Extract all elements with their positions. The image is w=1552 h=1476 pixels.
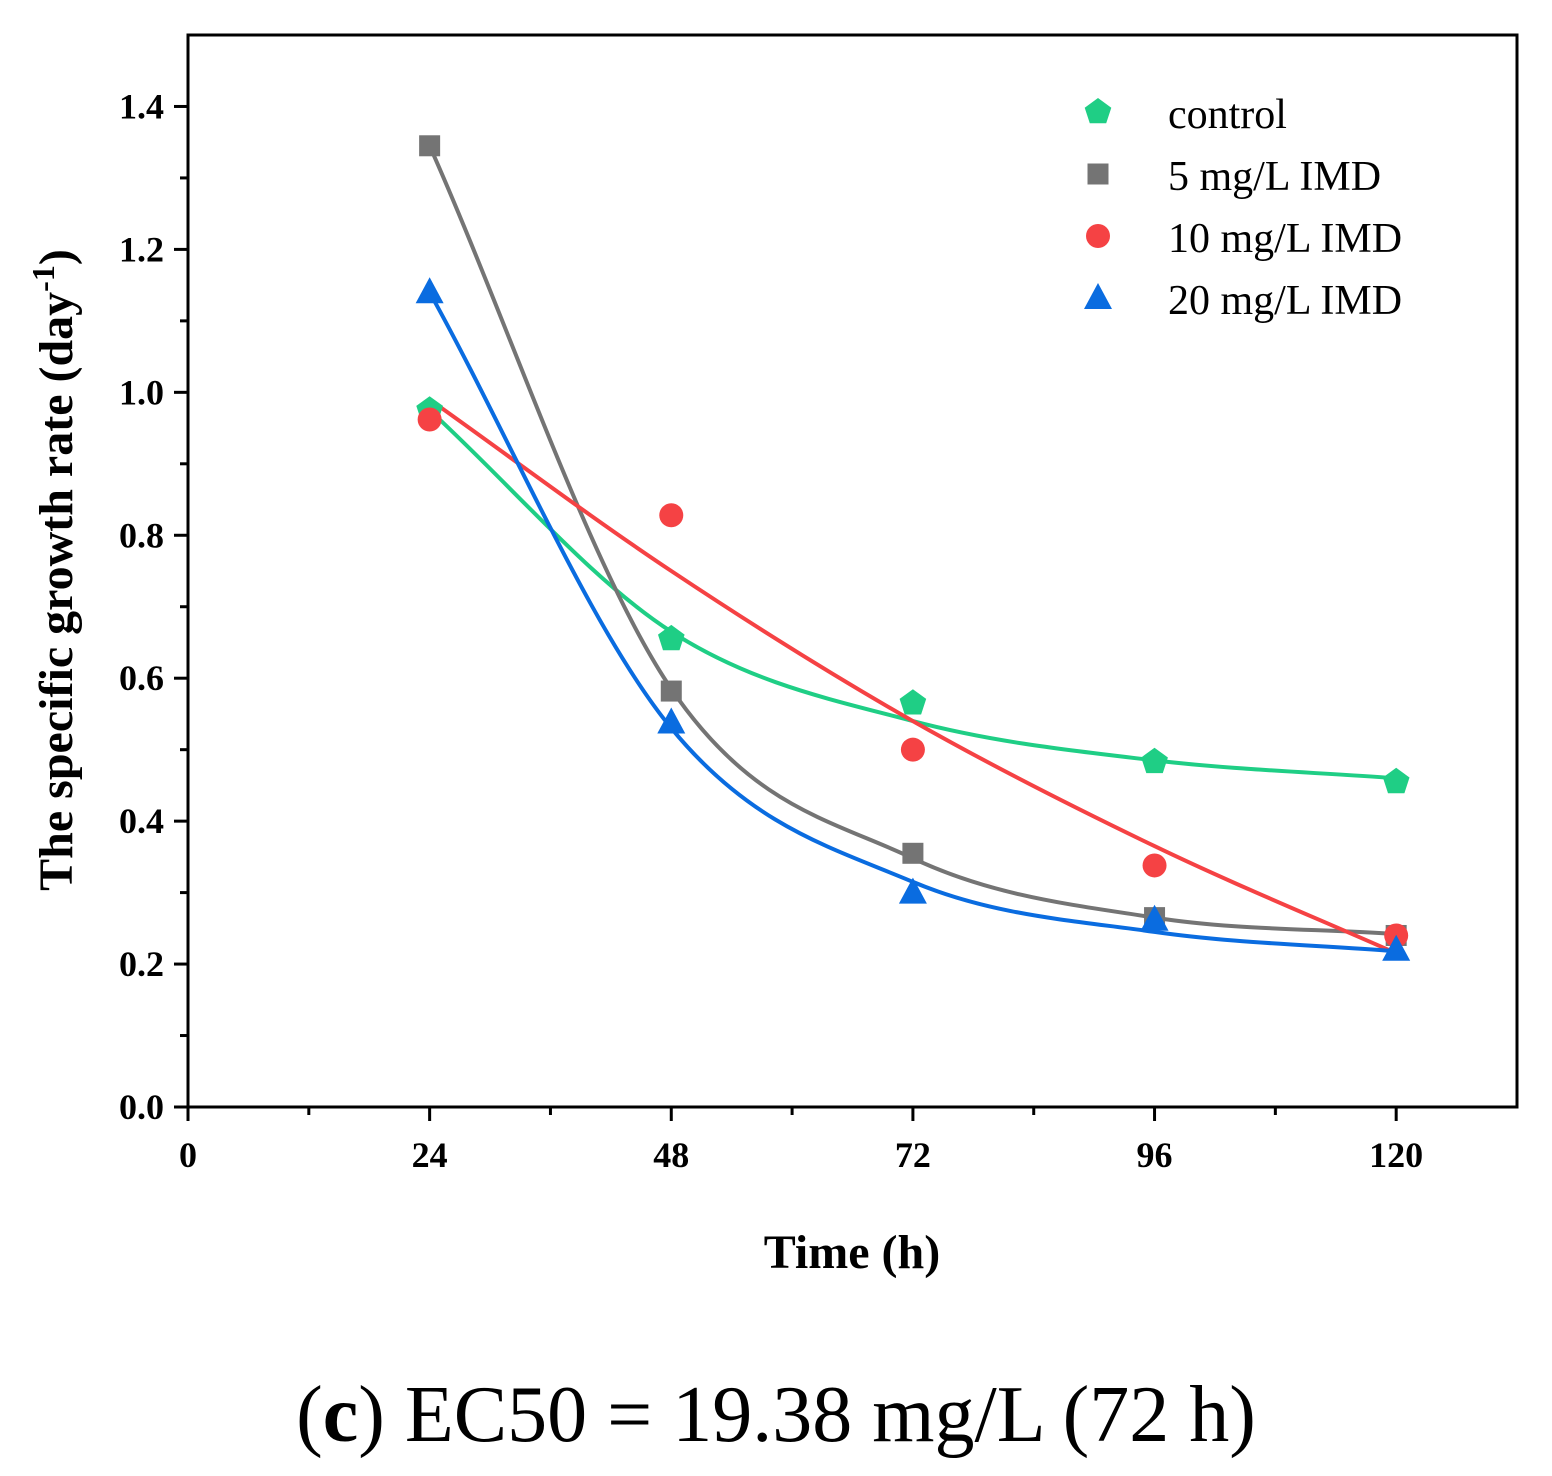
fit-curve-0 [428,408,1397,781]
x-axis-title: Time (h) [764,1226,940,1279]
plot-border [186,33,1519,1109]
caption-text: ) EC50 = 19.38 mg/L (72 h) [358,1371,1256,1459]
y-tick-label: 0.6 [119,658,164,698]
fit-curve-2 [428,397,1398,956]
y-tick-label: 0.0 [119,1087,164,1127]
data-point-series-0 [658,624,685,651]
y-tick-label: 1.0 [119,372,164,412]
x-tick-label: 72 [895,1135,931,1175]
x-tick-label: 120 [1369,1135,1423,1175]
data-point-series-1 [902,842,924,864]
x-tick-label: 24 [412,1135,448,1175]
x-tick-label: 0 [179,1135,197,1175]
data-points [415,135,1411,961]
legend-marker-2 [1086,224,1110,248]
data-point-series-3 [898,877,927,904]
data-point-series-3 [1382,934,1411,961]
data-point-series-0 [899,689,927,715]
y-axis-title-end: ) [30,249,83,265]
y-tick-label: 1.2 [119,229,164,269]
data-point-series-1 [660,680,682,702]
data-point-series-0 [1141,747,1168,774]
legend-label-3: 20 mg/L IMD [1168,278,1402,324]
y-tick-label: 0.8 [119,515,164,555]
y-axis: 0.0 0.2 0.4 0.6 0.8 1.0 1.2 1.4 [119,86,188,1127]
data-point-series-3 [1140,904,1169,931]
caption-open: ( [296,1371,323,1459]
legend-label-0: control [1168,92,1287,138]
data-point-series-3 [415,277,444,304]
caption-letter: c [322,1371,359,1459]
figure-caption: (c) EC50 = 19.38 mg/L (72 h) [0,1370,1552,1461]
y-axis-title-superscript: -1 [25,265,61,292]
x-axis: 0 24 48 72 96 120 [179,1107,1423,1175]
data-point-series-1 [419,135,441,157]
data-point-series-2 [659,503,684,528]
x-tick-label: 48 [653,1135,689,1175]
fit-curve-1 [427,144,1397,937]
x-tick-label: 96 [1137,1135,1173,1175]
legend-label-1: 5 mg/L IMD [1168,154,1381,200]
data-point-series-2 [417,407,442,432]
legend-marker-3 [1084,283,1112,309]
fit-curves [427,144,1398,956]
y-tick-label: 1.4 [119,86,164,126]
data-point-series-2 [900,737,925,762]
data-point-series-2 [1142,853,1167,878]
legend-marker-1 [1087,163,1109,185]
fit-curve-3 [427,291,1397,954]
y-axis-title: The specific growth rate (day-1) [25,249,83,891]
data-point-series-0 [1382,767,1410,794]
legend-label-2: 10 mg/L IMD [1168,216,1402,262]
y-tick-label: 0.2 [119,944,164,984]
plot-frame [186,33,1519,1109]
y-axis-title-main: The specific growth rate (day [30,292,83,891]
legend: control 5 mg/L IMD 10 mg/L IMD 20 mg/L IMD [1084,92,1402,324]
growth-rate-chart: 0 24 48 72 96 120 0.0 0.2 0.4 0.6 0.8 1.0 1.2 1.4 co… [25,33,1519,1279]
data-point-series-3 [657,707,686,734]
y-tick-label: 0.4 [119,801,164,841]
legend-marker-0 [1084,98,1112,124]
